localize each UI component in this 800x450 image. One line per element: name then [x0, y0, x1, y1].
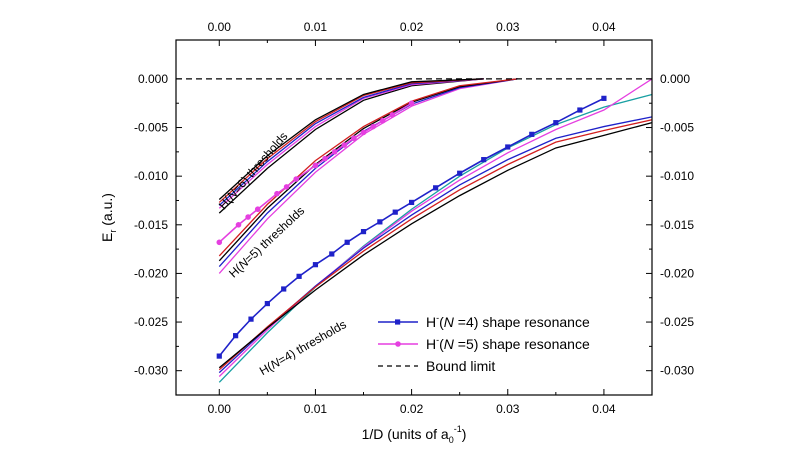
x-tick-label-top: 0.01 — [304, 20, 328, 34]
legend-label: Bound limit — [426, 358, 495, 374]
legend: H-(N =4) shape resonance H-(N =5) shape r… — [378, 313, 590, 374]
data-point — [283, 184, 290, 190]
data-point — [264, 300, 270, 307]
x-tick-label-bottom: 0.00 — [208, 402, 232, 416]
y-tick-label-left: -0.020 — [134, 266, 168, 280]
data-point — [408, 100, 415, 107]
data-point — [601, 95, 607, 101]
data-point — [312, 262, 319, 268]
data-point — [216, 353, 222, 359]
data-point — [351, 135, 357, 142]
legend-label: H-(N =4) shape resonance — [426, 313, 590, 330]
plot-frame — [175, 39, 653, 396]
data-point — [457, 170, 463, 176]
threshold-curve-N4-9 — [218, 93, 653, 383]
data-point — [293, 176, 300, 182]
y-tick-label-right: 0.000 — [660, 72, 690, 86]
data-point — [341, 142, 348, 148]
data-point — [408, 199, 415, 206]
data-point — [254, 206, 261, 213]
data-point — [344, 239, 350, 245]
data-point — [577, 107, 583, 113]
data-point — [389, 112, 396, 118]
y-tick-label-left: -0.025 — [134, 315, 168, 329]
y-tick-label-right: -0.005 — [660, 121, 694, 135]
data-point — [377, 219, 383, 225]
y-tick-label-left: 0.000 — [138, 72, 168, 86]
y-tick-label-right: -0.025 — [660, 315, 694, 329]
data-point — [360, 229, 367, 235]
data-point — [553, 120, 559, 126]
threshold-curve-N6-0 — [218, 78, 484, 214]
x-tick-label-bottom: 0.01 — [304, 402, 328, 416]
threshold-curve-N6-2 — [218, 78, 484, 206]
threshold-curve-N6-4 — [218, 78, 484, 200]
data-series — [176, 78, 652, 359]
legend-item-1: H-(N =5) shape resonance — [378, 335, 590, 352]
data-point — [329, 251, 335, 257]
data-point — [274, 190, 280, 197]
threshold-curve-N6-3 — [218, 78, 484, 203]
x-tick-label-top: 0.02 — [400, 20, 424, 34]
data-point — [360, 129, 367, 136]
y-tick-label-right: -0.030 — [660, 364, 694, 378]
data-point — [379, 117, 386, 124]
data-point — [248, 316, 254, 322]
data-point — [433, 185, 439, 191]
legend-marker — [395, 319, 401, 325]
data-point — [245, 214, 251, 220]
series-0 — [216, 95, 607, 359]
x-tick-label-top: 0.04 — [592, 20, 616, 34]
y-axis-title: Er (a.u.) — [99, 193, 118, 242]
threshold-curve-N4-12 — [218, 119, 653, 371]
data-point — [392, 209, 398, 215]
x-tick-label-bottom: 0.02 — [400, 402, 424, 416]
y-tick-label-right: -0.020 — [660, 266, 694, 280]
legend-marker — [395, 341, 401, 347]
data-point — [322, 155, 328, 162]
data-point — [235, 221, 242, 228]
threshold-curve-N4-10 — [218, 78, 653, 377]
x-tick-label-bottom: 0.04 — [592, 402, 616, 416]
x-tick-label-top: 0.03 — [496, 20, 520, 34]
data-point — [529, 131, 535, 137]
data-point — [233, 333, 239, 339]
legend-item-0: H-(N =4) shape resonance — [378, 313, 590, 330]
threshold-curve-N5-7 — [218, 78, 518, 262]
data-point — [370, 123, 376, 130]
legend-item-2: Bound limit — [378, 358, 495, 374]
y-tick-label-left: -0.005 — [134, 121, 168, 135]
data-point — [481, 157, 487, 163]
y-tick-label-left: -0.015 — [134, 218, 168, 232]
threshold-annotation: H(N=6) thresholds — [216, 129, 291, 212]
x-axis-title: 1/D (units of a0-1) — [362, 424, 467, 445]
y-tick-label-left: -0.010 — [134, 169, 168, 183]
x-tick-label-top: 0.00 — [208, 20, 232, 34]
series-1 — [216, 100, 415, 246]
data-point — [505, 144, 511, 150]
y-tick-label-right: -0.015 — [660, 218, 694, 232]
data-point — [296, 273, 302, 279]
data-point — [312, 162, 319, 169]
data-point — [281, 286, 287, 292]
axes: 0.00 0.00 0.01 0.01 0.02 0.02 0.03 0.03 0.04 0.04… — [134, 20, 694, 416]
threshold-curve-N5-8 — [218, 78, 518, 257]
x-tick-label-bottom: 0.03 — [496, 402, 520, 416]
data-point — [331, 149, 338, 155]
y-tick-label-left: -0.030 — [134, 364, 168, 378]
legend-label: H-(N =5) shape resonance — [426, 335, 590, 352]
threshold-curve-N6-1 — [218, 78, 484, 209]
threshold-annotation: H(N=5) thresholds — [226, 204, 307, 281]
data-point — [216, 239, 223, 246]
threshold-curve-N4-13 — [218, 122, 653, 369]
y-tick-label-right: -0.010 — [660, 169, 694, 183]
